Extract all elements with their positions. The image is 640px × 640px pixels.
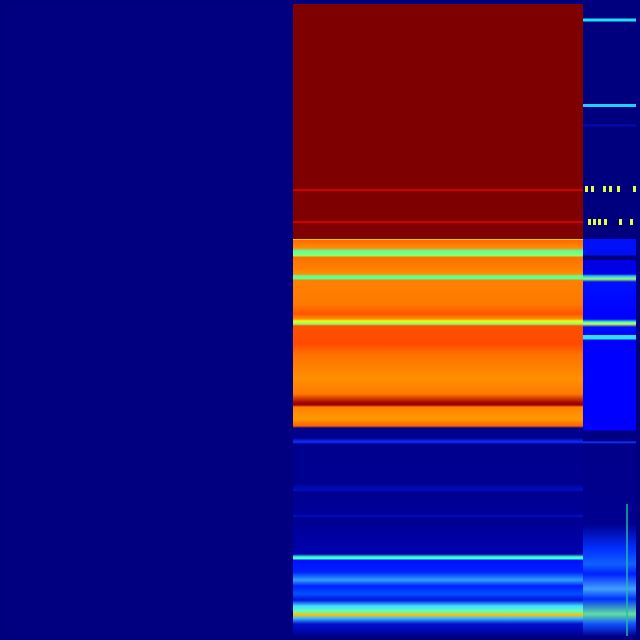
heatmap-right-block — [583, 4, 636, 636]
vertical-streak — [626, 504, 628, 636]
yellow-dash — [591, 186, 594, 192]
yellow-dash — [617, 186, 620, 192]
yellow-dash — [585, 186, 588, 192]
yellow-dash — [598, 219, 601, 225]
yellow-dash — [619, 219, 622, 225]
heatmap-middle-block — [293, 4, 583, 636]
yellow-dash — [633, 186, 636, 192]
yellow-dash — [604, 219, 607, 225]
yellow-dash — [588, 219, 591, 225]
yellow-dash — [630, 219, 633, 225]
yellow-dash — [603, 186, 606, 192]
yellow-dash — [609, 186, 612, 192]
heatmap-left-block — [4, 4, 293, 636]
yellow-dash — [593, 219, 596, 225]
